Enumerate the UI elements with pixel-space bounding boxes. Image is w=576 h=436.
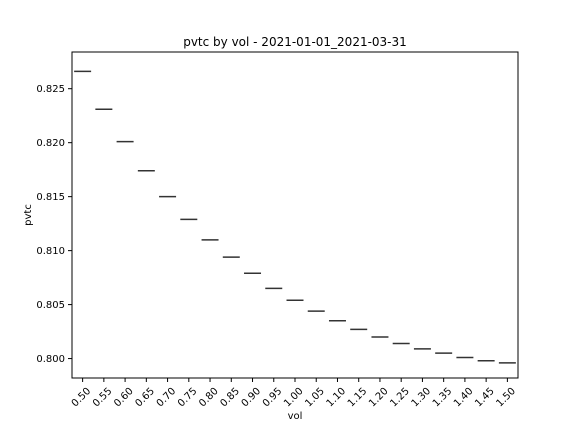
median-lines bbox=[74, 70, 516, 364]
x-axis-label: vol bbox=[288, 411, 303, 422]
y-tick-label: 0.820 bbox=[36, 138, 65, 149]
y-tick-label: 0.815 bbox=[36, 192, 65, 203]
y-tick-label: 0.810 bbox=[36, 246, 65, 257]
y-tick-label: 0.825 bbox=[36, 84, 65, 95]
y-axis-label: pvtc bbox=[23, 204, 34, 226]
chart-title: pvtc by vol - 2021-01-01_2021-03-31 bbox=[183, 35, 407, 49]
y-tick-label: 0.800 bbox=[36, 354, 65, 365]
y-tick-label: 0.805 bbox=[36, 300, 65, 311]
y-axis: 0.800 0.805 0.810 0.815 0.820 0.825 bbox=[36, 84, 72, 365]
